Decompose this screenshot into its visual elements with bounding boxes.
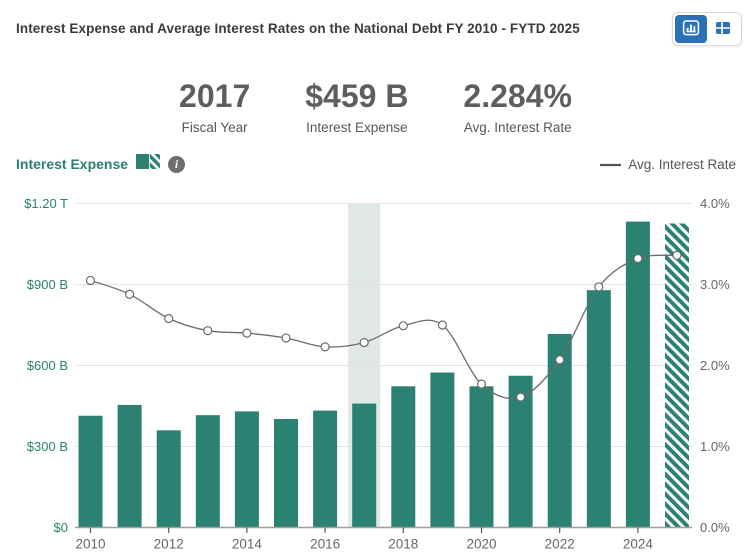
stat-fiscal-year: 2017 Fiscal Year [179, 78, 251, 136]
bar-2017[interactable] [352, 403, 377, 528]
rate-point-2023[interactable] [594, 282, 604, 292]
rate-point-2015[interactable] [281, 333, 291, 343]
info-icon[interactable]: i [168, 155, 186, 173]
x-tick-label: 2016 [310, 537, 340, 552]
left-axis-label: $900 B [27, 277, 68, 292]
bar-2020[interactable] [469, 386, 494, 528]
rate-point-2019[interactable] [437, 320, 447, 330]
bar-2011[interactable] [117, 404, 142, 528]
left-axis-label: $600 B [27, 358, 68, 373]
bar-2024[interactable] [625, 221, 650, 528]
rate-point-2025[interactable] [672, 250, 682, 260]
avg-rate-label: Avg. Interest Rate [463, 120, 572, 136]
stat-interest-expense: $459 B Interest Expense [305, 78, 409, 136]
page-title: Interest Expense and Average Interest Ra… [16, 21, 580, 36]
view-toggle [672, 12, 742, 46]
rate-point-2024[interactable] [633, 253, 643, 264]
x-tick-label: 2022 [545, 537, 575, 552]
left-axis-label: $300 B [27, 439, 68, 454]
legend-avg-interest-rate: Avg. Interest Rate [600, 155, 736, 173]
bar-2022[interactable] [547, 333, 572, 528]
summary-stats: 2017 Fiscal Year $459 B Interest Expense… [0, 78, 751, 136]
x-tick-label: 2020 [466, 537, 496, 552]
legend-interest-expense-label: Interest Expense [16, 156, 129, 172]
bar-2018[interactable] [391, 386, 416, 528]
right-axis-label: 0.0% [700, 520, 730, 535]
fiscal-year-value: 2017 [179, 78, 251, 114]
rate-point-2017[interactable] [359, 337, 369, 348]
rate-point-2018[interactable] [398, 321, 408, 331]
right-axis-label: 3.0% [700, 277, 730, 292]
interest-expense-value: $459 B [305, 78, 409, 114]
stat-avg-interest-rate: 2.284% Avg. Interest Rate [463, 78, 572, 136]
table-icon [714, 19, 732, 40]
bar-2016[interactable] [313, 410, 338, 528]
bar-2014[interactable] [234, 411, 259, 528]
table-view-button[interactable] [707, 15, 739, 43]
rate-point-2013[interactable] [203, 326, 213, 336]
left-axis-label: $0 [54, 520, 68, 535]
left-axis-label: $1.20 T [24, 196, 68, 211]
rate-point-2010[interactable] [85, 275, 96, 286]
chart-view-button[interactable] [675, 15, 707, 43]
rate-point-2011[interactable] [125, 289, 135, 299]
bar-2019[interactable] [430, 372, 455, 528]
bar-2015[interactable] [274, 418, 298, 528]
legend-interest-expense: Interest Expense i [16, 153, 186, 175]
right-axis-label: 4.0% [700, 196, 730, 211]
x-tick-label: 2024 [623, 537, 654, 552]
rate-point-2021[interactable] [515, 392, 526, 402]
line-swatch-icon [600, 155, 622, 173]
fiscal-year-label: Fiscal Year [181, 120, 248, 136]
rate-point-2012[interactable] [164, 313, 174, 324]
bar-2021[interactable] [508, 375, 533, 528]
right-axis-label: 2.0% [700, 358, 730, 373]
combo-chart: 2010 2012 2014 2016 2018 2020 2022 2024 $0 $300 B… [24, 196, 730, 552]
chart-legend: Interest Expense i Avg. [0, 152, 751, 176]
interest-expense-label: Interest Expense [306, 120, 408, 136]
legend-avg-rate-label: Avg. Interest Rate [628, 156, 736, 172]
rate-point-2016[interactable] [320, 342, 330, 352]
avg-interest-rate-line [90, 254, 678, 400]
right-axis-label: 1.0% [700, 439, 730, 454]
bar-2012[interactable] [156, 430, 181, 528]
x-tick-label: 2010 [75, 537, 105, 552]
bar-2023[interactable] [586, 290, 611, 528]
rate-point-2020[interactable] [476, 379, 487, 389]
bar-2025[interactable] [665, 223, 689, 528]
rate-point-2022[interactable] [555, 355, 565, 365]
avg-rate-value: 2.284% [463, 78, 572, 114]
x-tick-label: 2014 [232, 537, 263, 552]
bar-2013[interactable] [195, 415, 220, 528]
rate-point-2014[interactable] [242, 328, 252, 338]
x-tick-label: 2018 [388, 537, 418, 552]
bar-swatch-icon [136, 153, 161, 175]
bar-chart-icon [681, 18, 701, 41]
bar-2010[interactable] [78, 415, 103, 528]
x-tick-label: 2012 [154, 537, 184, 552]
